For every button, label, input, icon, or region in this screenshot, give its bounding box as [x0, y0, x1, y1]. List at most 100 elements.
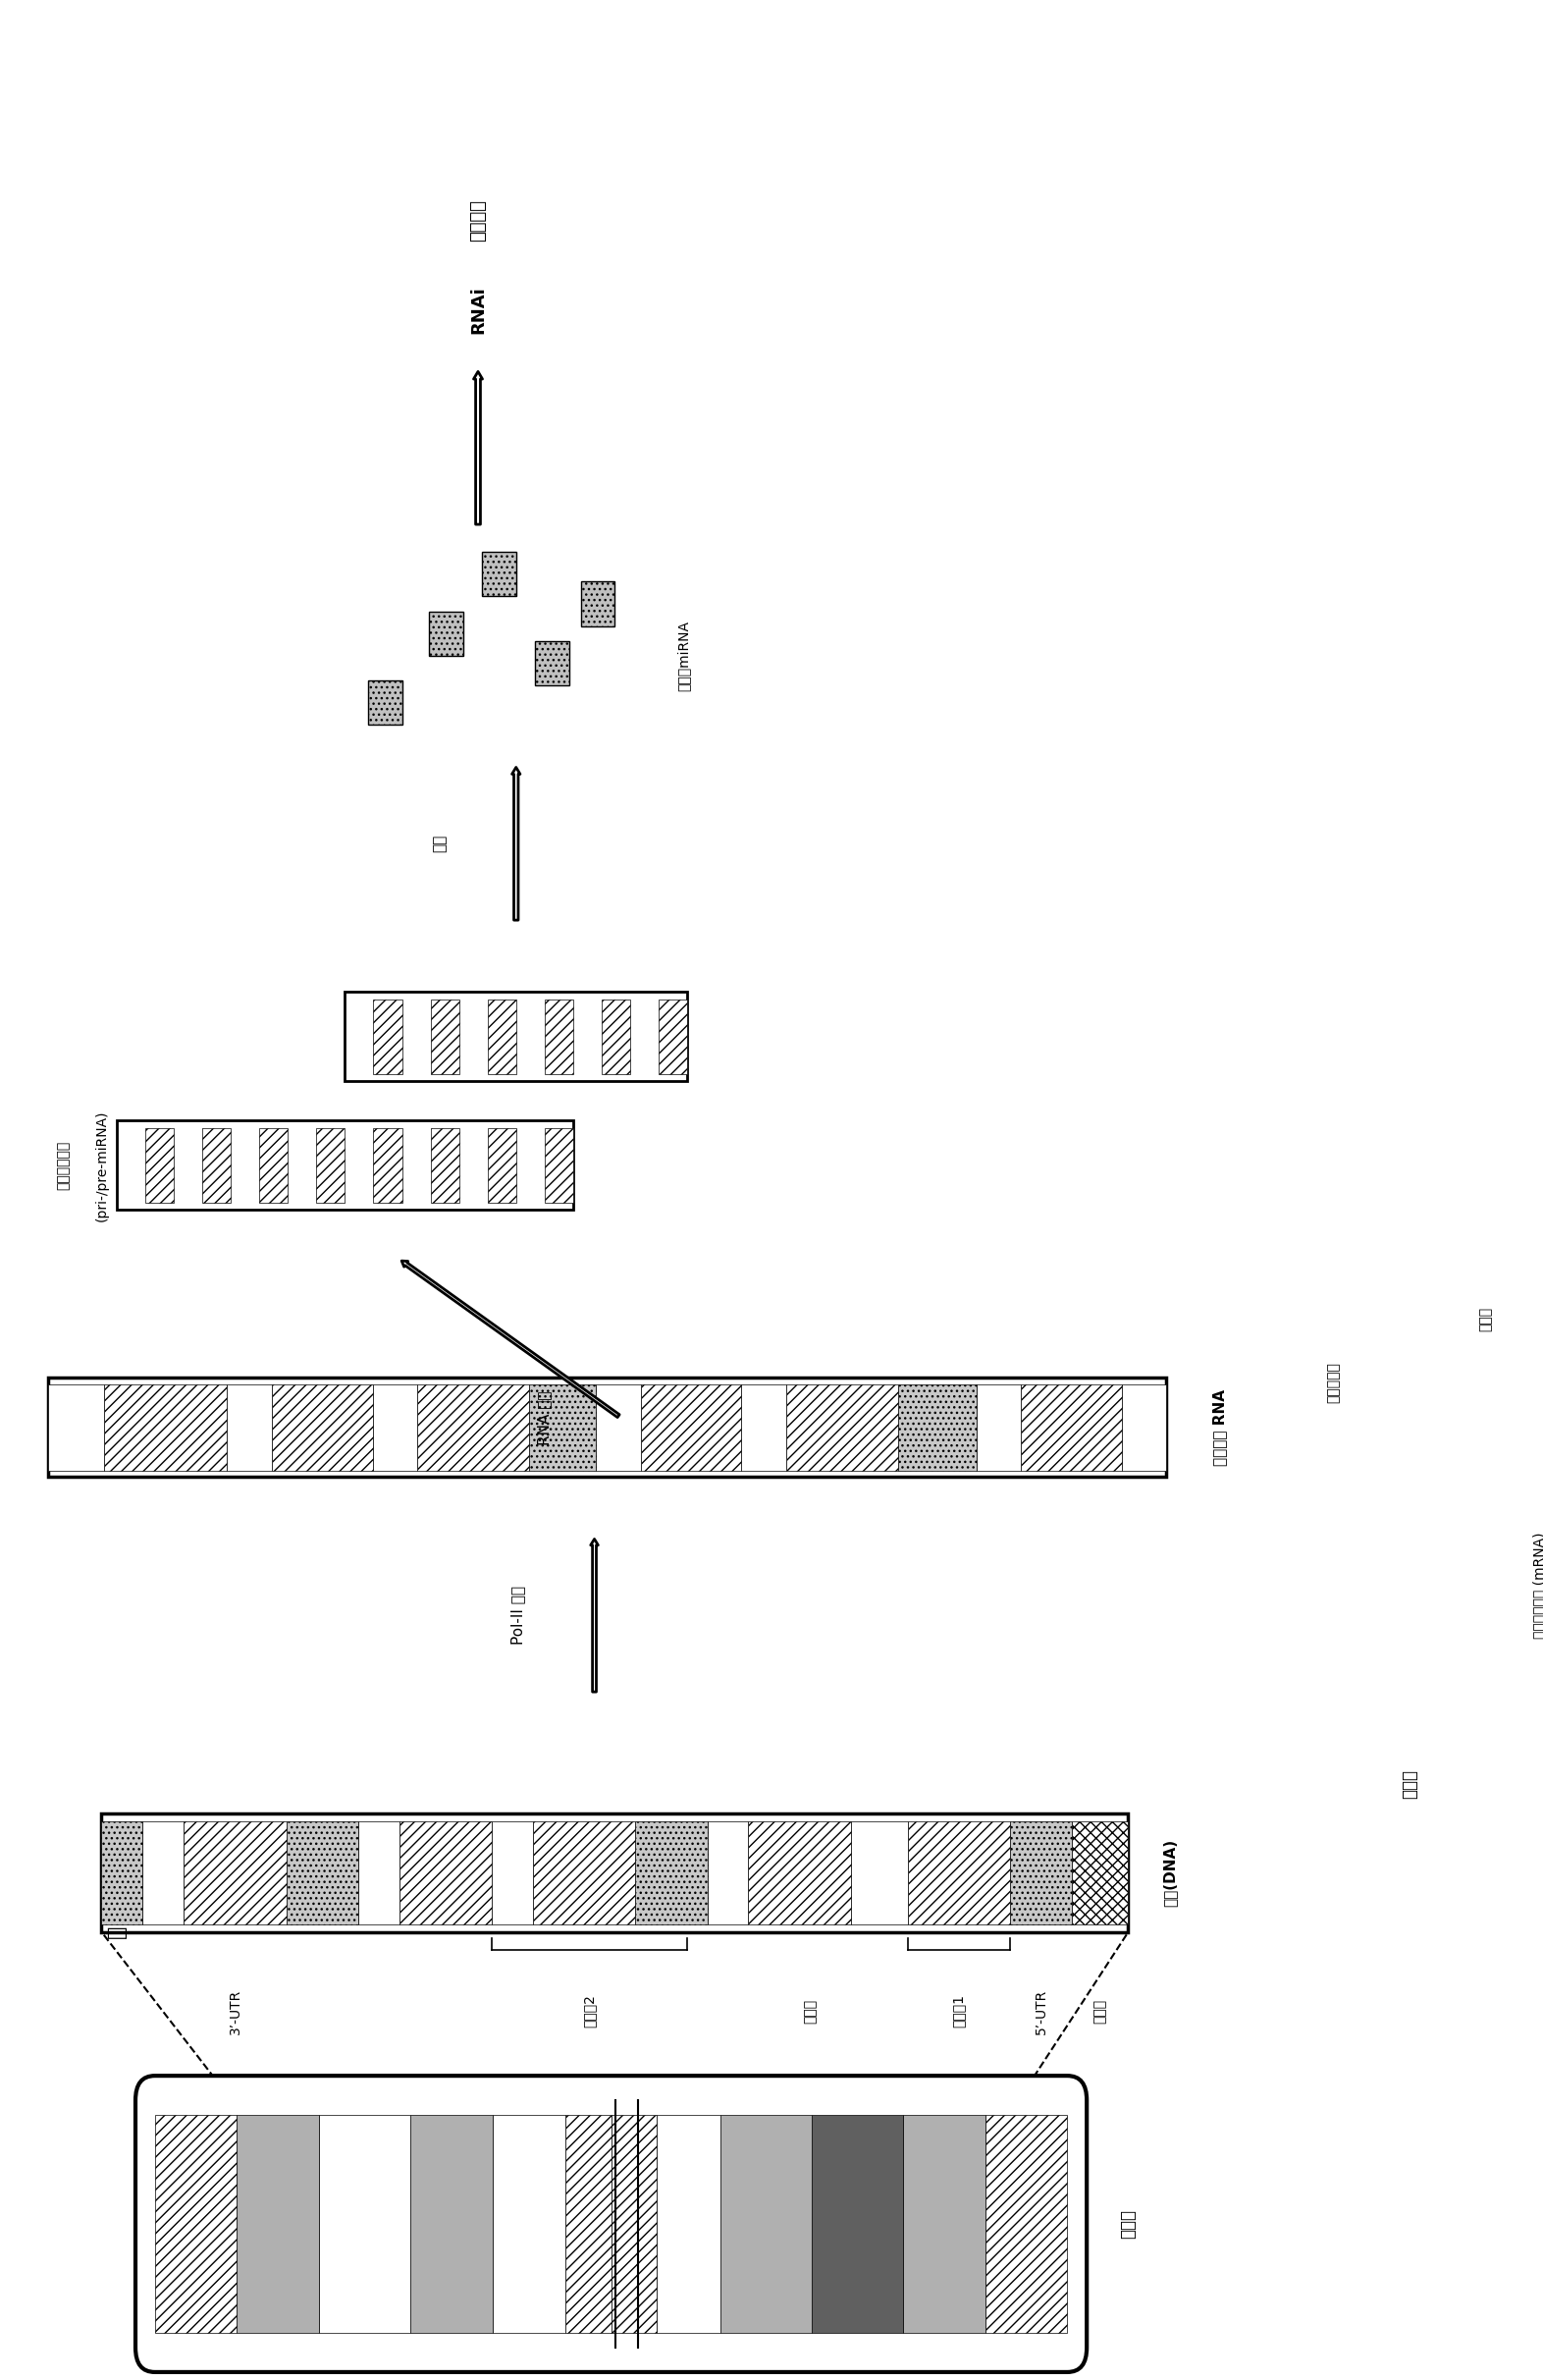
Bar: [373, 1000, 403, 1073]
Bar: [977, 1383, 1021, 1471]
Bar: [184, 1821, 287, 1923]
Text: 5’-UTR: 5’-UTR: [1034, 1990, 1048, 2035]
Bar: [259, 1128, 289, 1202]
Text: (pri-/pre-miRNA): (pri-/pre-miRNA): [94, 1109, 108, 1221]
Bar: [898, 1383, 977, 1471]
Bar: [903, 2116, 986, 2332]
Bar: [602, 1000, 630, 1073]
Text: Pol-II 转录: Pol-II 转录: [511, 1585, 526, 1645]
Bar: [358, 1821, 400, 1923]
Text: 启动子: 启动子: [1092, 1999, 1106, 2023]
Bar: [492, 1821, 532, 1923]
Bar: [636, 1821, 707, 1923]
Bar: [812, 2116, 903, 2332]
Bar: [372, 1383, 417, 1471]
Bar: [596, 1383, 640, 1471]
Text: 基因沉默: 基因沉默: [469, 200, 488, 240]
Bar: [748, 1821, 852, 1923]
Text: RNA 剪接: RNA 剪接: [537, 1390, 552, 1445]
Bar: [852, 1821, 907, 1923]
Bar: [1467, 1545, 1489, 1628]
Text: 蛋白质: 蛋白质: [1478, 1307, 1492, 1330]
Bar: [657, 2116, 721, 2332]
Bar: [742, 1383, 787, 1471]
Text: 外显子1: 外显子1: [952, 1994, 966, 2028]
Bar: [102, 1821, 142, 1923]
Bar: [202, 1128, 231, 1202]
Bar: [48, 1378, 1167, 1478]
Bar: [611, 2116, 657, 2332]
Bar: [565, 2116, 611, 2332]
Bar: [400, 1821, 492, 1923]
Text: 3’-UTR: 3’-UTR: [228, 1990, 242, 2035]
Bar: [1072, 1821, 1128, 1923]
Text: 外显子2: 外显子2: [582, 1994, 596, 2028]
Bar: [640, 1383, 742, 1471]
Bar: [721, 2116, 812, 2332]
Text: 成熟的miRNA: 成熟的miRNA: [676, 621, 690, 690]
Circle shape: [1393, 831, 1426, 873]
Circle shape: [1393, 1116, 1426, 1157]
Bar: [316, 1128, 346, 1202]
Bar: [529, 1383, 596, 1471]
Circle shape: [1393, 1069, 1426, 1109]
Bar: [707, 1821, 748, 1923]
Bar: [580, 581, 616, 626]
Circle shape: [1393, 926, 1426, 969]
Bar: [488, 1128, 515, 1202]
Circle shape: [1393, 1164, 1426, 1204]
Circle shape: [1393, 973, 1426, 1016]
Bar: [1011, 1821, 1072, 1923]
Bar: [287, 1821, 358, 1923]
Bar: [102, 1814, 1128, 1933]
Text: RNAi: RNAi: [469, 286, 488, 333]
Text: 细胞质: 细胞质: [1401, 1768, 1418, 1799]
Text: 核: 核: [106, 1925, 127, 1940]
Text: 染色体: 染色体: [1119, 2209, 1137, 2240]
Bar: [410, 2116, 492, 2332]
Bar: [659, 1000, 687, 1073]
Text: 前体信使 RNA: 前体信使 RNA: [1213, 1390, 1227, 1466]
Text: 基因(DNA): 基因(DNA): [1163, 1840, 1177, 1906]
Bar: [545, 1000, 572, 1073]
Text: 内含子: 内含子: [802, 1999, 816, 2023]
Bar: [535, 640, 569, 685]
Bar: [488, 1000, 515, 1073]
Bar: [367, 681, 403, 726]
Bar: [346, 992, 687, 1081]
Bar: [417, 1383, 529, 1471]
Bar: [545, 1128, 572, 1202]
Bar: [142, 1821, 184, 1923]
Bar: [145, 1128, 174, 1202]
Bar: [430, 1000, 458, 1073]
Bar: [319, 2116, 410, 2332]
Text: 剪接的外显子: 剪接的外显子: [57, 1140, 71, 1190]
Bar: [787, 1383, 898, 1471]
Bar: [430, 1128, 458, 1202]
Bar: [481, 552, 515, 597]
Circle shape: [1393, 878, 1426, 921]
Text: 蛋白质合成: 蛋白质合成: [1327, 1361, 1341, 1404]
Bar: [48, 1383, 105, 1471]
Bar: [238, 2116, 319, 2332]
Bar: [986, 2116, 1068, 2332]
Bar: [532, 1821, 636, 1923]
Bar: [492, 2116, 565, 2332]
FancyBboxPatch shape: [136, 2075, 1086, 2373]
Bar: [154, 2116, 238, 2332]
Bar: [105, 1383, 227, 1471]
Text: 成熟的转录物 (mRNA): 成熟的转录物 (mRNA): [1532, 1533, 1543, 1640]
Bar: [117, 1121, 572, 1209]
Bar: [1122, 1383, 1167, 1471]
Text: 加工: 加工: [432, 835, 447, 852]
Circle shape: [1393, 1211, 1426, 1252]
Bar: [1021, 1383, 1122, 1471]
Circle shape: [1393, 1259, 1426, 1299]
Bar: [1325, 1535, 1494, 1635]
Bar: [429, 612, 463, 657]
Circle shape: [1393, 1021, 1426, 1064]
Bar: [373, 1128, 403, 1202]
Bar: [907, 1821, 1011, 1923]
Bar: [227, 1383, 272, 1471]
Bar: [272, 1383, 372, 1471]
